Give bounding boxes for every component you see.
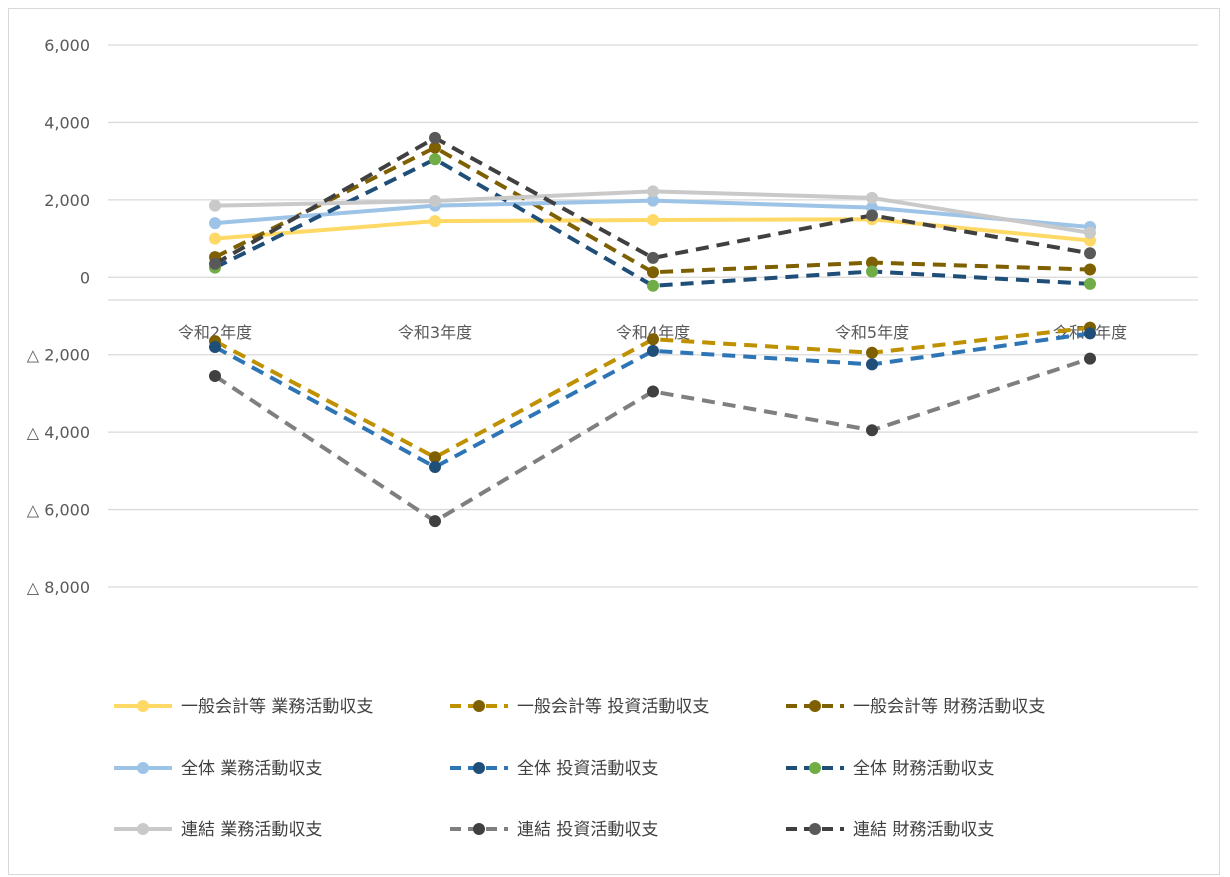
- x-tick-label: 令和4年度: [616, 323, 690, 342]
- legend-label: 全体 投資活動収支: [517, 759, 658, 779]
- legend-swatch-marker: [473, 700, 485, 712]
- legend-item: 一般会計等 財務活動収支: [786, 697, 1045, 717]
- legend-swatch-marker: [809, 823, 821, 835]
- legend-item: 一般会計等 投資活動収支: [450, 697, 709, 717]
- series-9: [209, 131, 1096, 270]
- data-point: [1084, 226, 1096, 239]
- y-tick-label: 6,000: [44, 36, 90, 55]
- data-point: [209, 370, 221, 383]
- legend-swatch-marker: [473, 762, 485, 774]
- y-tick-label: △ 6,000: [27, 501, 90, 520]
- gridlines: [108, 44, 1198, 588]
- legend-item: 全体 投資活動収支: [450, 759, 658, 779]
- legend-swatch-marker: [137, 762, 149, 774]
- x-tick-label: 令和2年度: [178, 323, 252, 342]
- legend-swatch-marker: [473, 823, 485, 835]
- data-point: [429, 195, 441, 208]
- legend-label: 一般会計等 業務活動収支: [181, 697, 373, 717]
- data-point: [209, 217, 221, 230]
- y-tick-label: △ 4,000: [27, 423, 90, 442]
- data-point: [647, 333, 659, 346]
- x-tick-label: 令和3年度: [398, 323, 472, 342]
- series-line: [213, 356, 1091, 524]
- y-tick-label: 0: [80, 268, 90, 287]
- series-6: [209, 153, 1096, 292]
- data-point: [429, 451, 441, 464]
- data-point: [429, 515, 441, 528]
- legend-label: 全体 業務活動収支: [181, 759, 322, 779]
- chart-area: [8, 8, 1220, 875]
- data-point: [429, 460, 441, 473]
- legend-item: 全体 財務活動収支: [786, 759, 994, 779]
- data-point: [647, 213, 659, 226]
- data-point: [1084, 352, 1096, 365]
- legend-item: 連結 業務活動収支: [114, 820, 322, 840]
- legend-swatch-marker: [809, 700, 821, 712]
- legend-label: 連結 業務活動収支: [181, 820, 322, 840]
- data-point: [647, 194, 659, 207]
- legend-item: 一般会計等 業務活動収支: [114, 697, 373, 717]
- legend-swatch-marker: [137, 700, 149, 712]
- series-1: [209, 213, 1096, 247]
- legend-label: 連結 財務活動収支: [853, 820, 994, 840]
- data-point: [866, 265, 878, 278]
- series-line: [214, 157, 1091, 288]
- data-point: [866, 346, 878, 359]
- y-tick-label: △ 2,000: [27, 346, 90, 365]
- data-point: [209, 199, 221, 212]
- y-tick-label: 2,000: [44, 191, 90, 210]
- y-tick-label: △ 8,000: [27, 578, 90, 597]
- data-point: [647, 279, 659, 292]
- data-point: [647, 251, 659, 264]
- data-point: [866, 358, 878, 371]
- legend-swatch-marker: [809, 762, 821, 774]
- y-tick-label: 4,000: [44, 113, 90, 132]
- series-7: [209, 185, 1096, 239]
- data-point: [1084, 263, 1096, 276]
- data-point: [647, 385, 659, 398]
- data-point: [647, 344, 659, 357]
- data-point: [429, 141, 441, 154]
- data-point: [1084, 247, 1096, 260]
- data-point: [429, 131, 441, 144]
- legend-item: 連結 投資活動収支: [450, 820, 658, 840]
- x-tick-label: 令和5年度: [835, 323, 909, 342]
- data-point: [209, 232, 221, 245]
- data-point: [866, 209, 878, 222]
- legend-label: 一般会計等 財務活動収支: [853, 697, 1045, 717]
- data-point: [647, 185, 659, 198]
- legend-swatch-marker: [137, 823, 149, 835]
- data-point: [209, 340, 221, 353]
- series-8: [209, 352, 1096, 528]
- y-axis-ticks: 6,000 4,000 2,000 0 △ 2,000 △ 4,000 △ 6,000 △ 8…: [27, 36, 90, 597]
- legend-label: 連結 投資活動収支: [517, 820, 658, 840]
- data-point: [866, 191, 878, 204]
- series-line: [214, 145, 1091, 275]
- legend-item: 連結 財務活動収支: [786, 820, 994, 840]
- series-layer: [209, 131, 1096, 528]
- series-line: [214, 325, 1091, 460]
- data-point: [1084, 327, 1096, 340]
- data-point: [429, 153, 441, 166]
- series-line: [214, 135, 1091, 266]
- data-point: [209, 257, 221, 270]
- data-point: [866, 256, 878, 269]
- legend-item: 全体 業務活動収支: [114, 759, 322, 779]
- data-point: [647, 266, 659, 279]
- legend-label: 一般会計等 投資活動収支: [517, 697, 709, 717]
- legend-label: 全体 財務活動収支: [853, 759, 994, 779]
- data-point: [429, 215, 441, 228]
- data-point: [866, 424, 878, 437]
- series-5: [209, 327, 1096, 473]
- data-point: [1084, 277, 1096, 290]
